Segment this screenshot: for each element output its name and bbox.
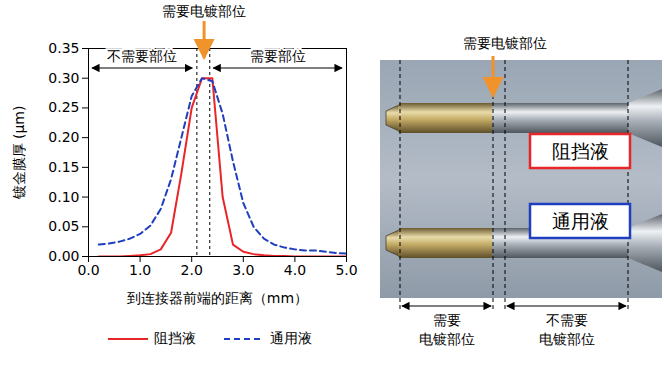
- svg-text:1.0: 1.0: [129, 262, 151, 278]
- svg-text:镀金膜厚 (μm): 镀金膜厚 (μm): [11, 106, 27, 201]
- svg-text:通用液: 通用液: [552, 210, 609, 232]
- svg-text:3.0: 3.0: [232, 262, 254, 278]
- svg-text:0.05: 0.05: [48, 218, 79, 234]
- svg-text:4.0: 4.0: [284, 262, 306, 278]
- html-text:阻挡液: 阻挡液: [154, 330, 196, 346]
- svg-text:不需要部位: 不需要部位: [107, 48, 177, 64]
- svg-text:电镀部位: 电镀部位: [419, 331, 475, 347]
- svg-text:不需要: 不需要: [546, 312, 588, 328]
- svg-text:需要: 需要: [433, 312, 461, 328]
- svg-text:需要电镀部位: 需要电镀部位: [162, 3, 246, 19]
- svg-text:2.0: 2.0: [181, 262, 203, 278]
- svg-text:0.30: 0.30: [48, 70, 79, 86]
- svg-text:0.10: 0.10: [48, 189, 79, 205]
- svg-text:0.35: 0.35: [48, 40, 79, 56]
- svg-text:5.0: 5.0: [335, 262, 357, 278]
- svg-text:0.25: 0.25: [48, 99, 79, 115]
- svg-text:到连接器前端的距离（mm）: 到连接器前端的距离（mm）: [127, 290, 308, 306]
- svg-text:0.0: 0.0: [77, 262, 99, 278]
- svg-text:需要部位: 需要部位: [250, 48, 306, 64]
- svg-text:0.00: 0.00: [48, 248, 79, 264]
- svg-text:电镀部位: 电镀部位: [539, 331, 595, 347]
- svg-text:需要电镀部位: 需要电镀部位: [463, 35, 547, 51]
- svg-text:0.20: 0.20: [48, 129, 79, 145]
- svg-text:阻挡液: 阻挡液: [552, 140, 609, 162]
- svg-text:0.15: 0.15: [48, 159, 79, 175]
- html-text:通用液: 通用液: [270, 330, 312, 346]
